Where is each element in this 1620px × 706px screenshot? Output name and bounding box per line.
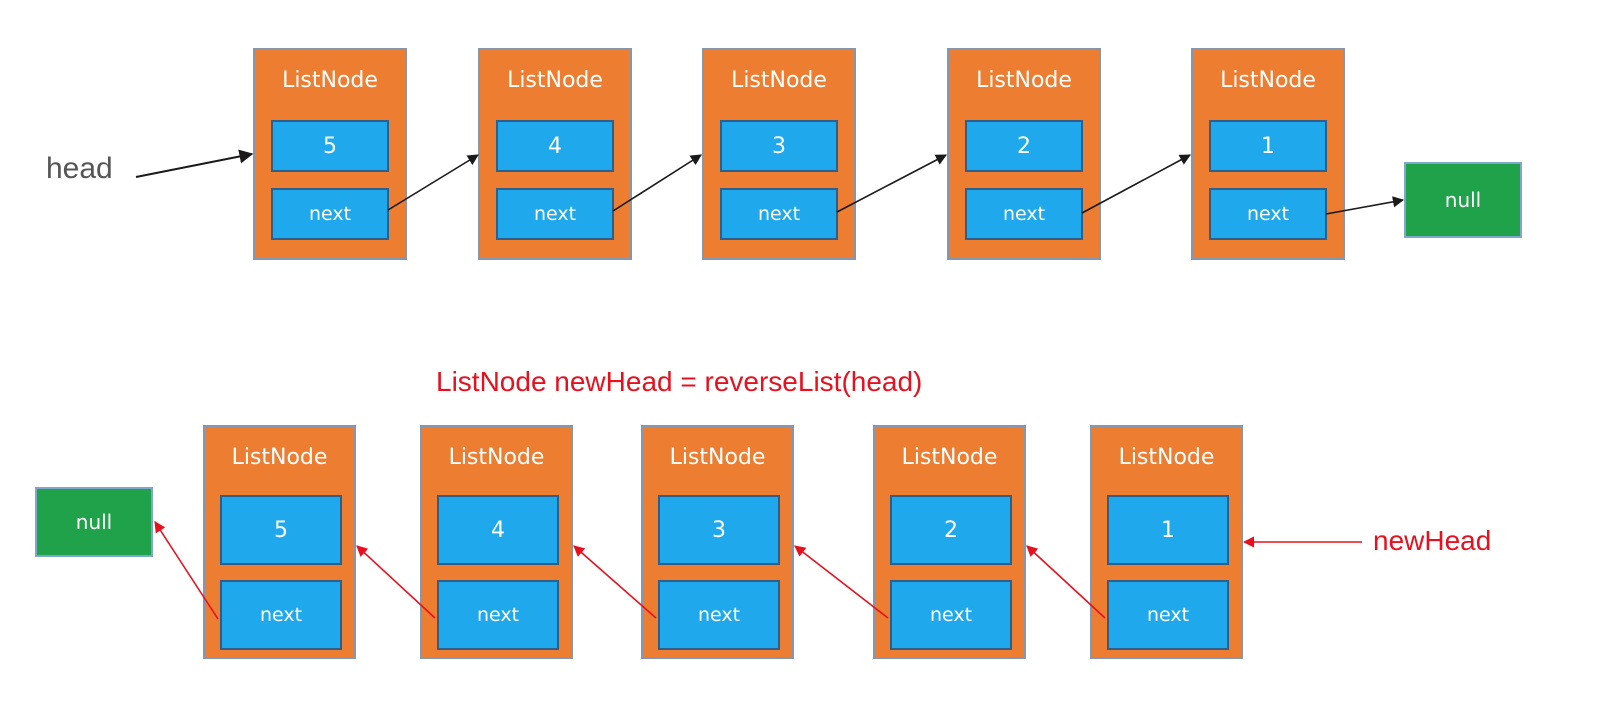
node-value: 5	[271, 120, 389, 172]
node-next-field: next	[965, 188, 1083, 240]
node-value: 1	[1209, 120, 1327, 172]
node-title: ListNode	[731, 68, 827, 93]
node-next-field: next	[890, 580, 1012, 650]
node-value: 4	[496, 120, 614, 172]
code-caption: ListNode newHead = reverseList(head)	[436, 366, 923, 397]
node-value: 2	[890, 495, 1012, 565]
node-title: ListNode	[507, 68, 603, 93]
node-next-field: next	[437, 580, 559, 650]
node-value: 4	[437, 495, 559, 565]
original-node-2: ListNode 4 next	[478, 48, 632, 260]
node-next-field: next	[720, 188, 838, 240]
original-null-box: null	[1404, 162, 1522, 238]
reversed-node-5: ListNode 5 next	[203, 425, 356, 659]
node-title: ListNode	[448, 445, 545, 470]
head-label: head	[46, 152, 113, 185]
original-node-1: ListNode 5 next	[253, 48, 407, 260]
head-pointer-arrow	[135, 149, 254, 178]
original-node-3: ListNode 3 next	[702, 48, 856, 260]
node-next-field: next	[1107, 580, 1229, 650]
node-title: ListNode	[669, 445, 766, 470]
node-value: 5	[220, 495, 342, 565]
original-node-5: ListNode 1 next	[1191, 48, 1345, 260]
node-value: 1	[1107, 495, 1229, 565]
original-node-4: ListNode 2 next	[947, 48, 1101, 260]
reversed-node-1: ListNode 1 next	[1090, 425, 1243, 659]
node-next-field: next	[1209, 188, 1327, 240]
node-next-field: next	[658, 580, 780, 650]
reversed-null-box: null	[35, 487, 153, 557]
node-title: ListNode	[282, 68, 378, 93]
node-value: 3	[720, 120, 838, 172]
node-value: 2	[965, 120, 1083, 172]
node-next-field: next	[271, 188, 389, 240]
node-title: ListNode	[1220, 68, 1316, 93]
node-next-field: next	[496, 188, 614, 240]
reversed-node-4: ListNode 4 next	[420, 425, 573, 659]
node-value: 3	[658, 495, 780, 565]
reversed-node-3: ListNode 3 next	[641, 425, 794, 659]
node-title: ListNode	[976, 68, 1072, 93]
node-next-field: next	[220, 580, 342, 650]
node-title: ListNode	[1118, 445, 1215, 470]
reversed-node-2: ListNode 2 next	[873, 425, 1026, 659]
node-title: ListNode	[901, 445, 998, 470]
new-head-label: newHead	[1373, 525, 1492, 556]
node-title: ListNode	[231, 445, 328, 470]
